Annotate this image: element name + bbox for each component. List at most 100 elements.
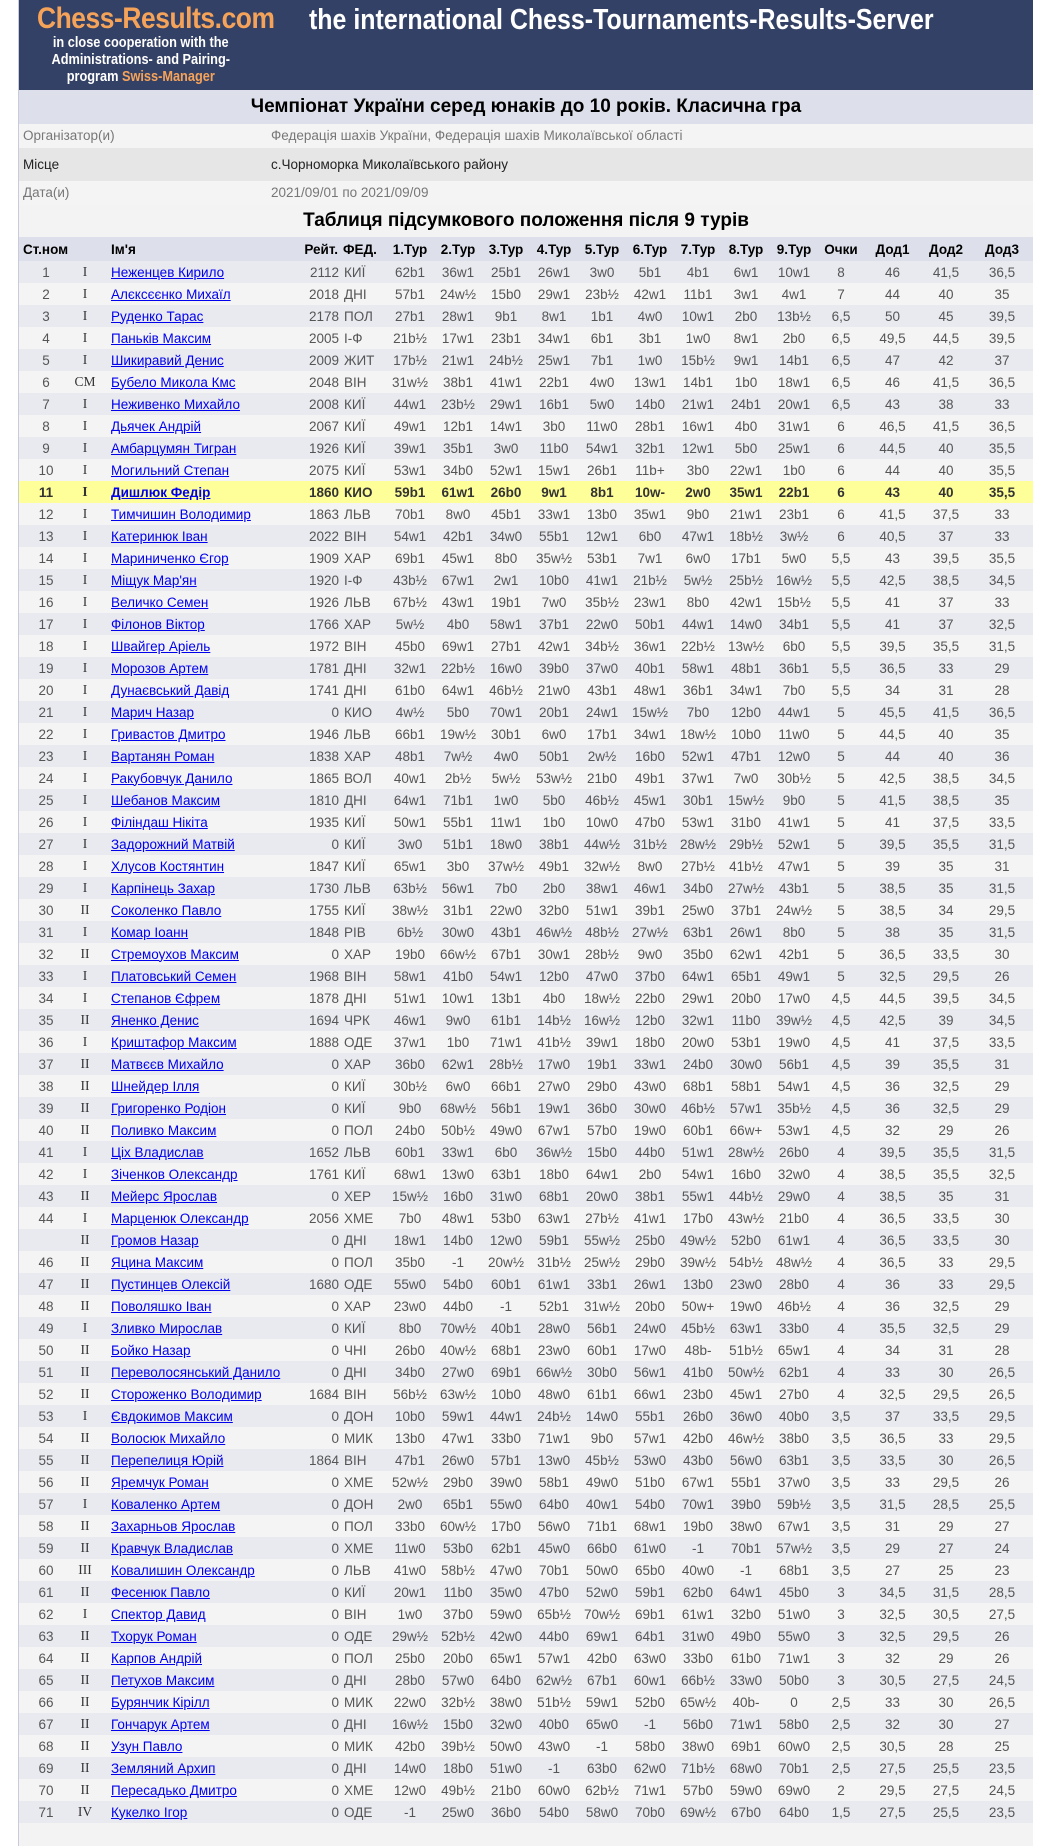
round-2-cell: 34b0 [434,459,482,481]
round-4-cell: 17w0 [530,1053,578,1075]
player-link[interactable]: Кукелко Ігор [111,1804,188,1820]
player-link[interactable]: Мейерс Ярослав [111,1188,218,1204]
round-9-cell: 4w1 [770,283,818,305]
player-link[interactable]: Волосюк Михайло [111,1430,226,1446]
player-link[interactable]: Григоренко Родіон [111,1100,226,1116]
player-link[interactable]: Поволяшко Іван [111,1298,212,1314]
player-link[interactable]: Карпінець Захар [111,880,215,896]
player-link[interactable]: Криштафор Максим [111,1034,237,1050]
table-row: 8 I Дьячек Андрій 2067 КИЇ 49w1 12b1 14w1 3b0 11w… [19,415,1033,437]
player-link[interactable]: Яцина Максим [111,1254,204,1270]
player-link[interactable]: Хлусов Костянтин [111,858,225,874]
round-1-cell: 34b0 [386,1361,434,1383]
player-link[interactable]: Узун Павло [111,1738,183,1754]
player-link[interactable]: Дишлюк Федір [111,484,211,500]
player-link[interactable]: Мариниченко Єгор [111,550,229,566]
player-link[interactable]: Катеринюк Іван [111,528,208,544]
player-link[interactable]: Зіченков Олександр [111,1166,238,1182]
player-link[interactable]: Бурянчик Кірілл [111,1694,210,1710]
player-link[interactable]: Руденко Тарас [111,308,204,324]
chess-results-logo[interactable]: Chess-Results.com [37,2,275,35]
tiebreak-3-cell: 34,5 [971,569,1033,591]
round-7-cell: 5w½ [674,569,722,591]
player-link[interactable]: Петухов Максим [111,1672,215,1688]
player-link[interactable]: Комар Іоанн [111,924,189,940]
player-link[interactable]: Коваленко Артем [111,1496,221,1512]
player-link[interactable]: Шикиравий Денис [111,352,224,368]
player-link[interactable]: Паньків Максим [111,330,212,346]
player-link[interactable]: Степанов Єфрем [111,990,221,1006]
round-9-cell: 48w½ [770,1251,818,1273]
player-link[interactable]: Стремоухов Максим [111,946,239,962]
player-link[interactable]: Захарньов Ярослав [111,1518,236,1534]
rating-cell: 0 [299,1559,339,1581]
player-link[interactable]: Соколенко Павло [111,902,222,918]
round-7-cell: 13b0 [674,1273,722,1295]
player-link[interactable]: Яремчук Роман [111,1474,209,1490]
round-9-cell: 30b½ [770,767,818,789]
round-5-cell: 18w½ [578,987,626,1009]
player-link[interactable]: Перепелиця Юрій [111,1452,224,1468]
player-link[interactable]: Євдокимов Максим [111,1408,233,1424]
title-cell: I [73,679,97,701]
player-link[interactable]: Марич Назар [111,704,195,720]
rating-cell: 0 [299,1691,339,1713]
player-link[interactable]: Алєксєєнко Михаїл [111,286,231,302]
player-link[interactable]: Переволосянський Данило [111,1364,281,1380]
round-1-cell: 31w½ [386,371,434,393]
player-link[interactable]: Ковалишин Олександр [111,1562,255,1578]
round-3-cell: 52w1 [482,459,530,481]
player-link[interactable]: Величко Семен [111,594,209,610]
player-link[interactable]: Стороженко Володимир [111,1386,262,1402]
player-link[interactable]: Гривастов Дмитро [111,726,226,742]
player-link[interactable]: Неженцев Кирило [111,264,225,280]
player-link[interactable]: Спектор Давид [111,1606,206,1622]
player-link[interactable]: Філонов Віктор [111,616,205,632]
player-link[interactable]: Швайгер Аріель [111,638,211,654]
rating-cell: 0 [299,1537,339,1559]
player-link[interactable]: Морозов Артем [111,660,209,676]
player-link[interactable]: Гончарук Артем [111,1716,210,1732]
player-link[interactable]: Шебанов Максим [111,792,221,808]
player-link[interactable]: Фесенюк Павло [111,1584,210,1600]
player-link[interactable]: Поливко Максим [111,1122,217,1138]
player-link[interactable]: Задорожний Матвій [111,836,235,852]
player-link[interactable]: Марценюк Олександр [111,1210,249,1226]
player-link[interactable]: Дьячек Андрій [111,418,202,434]
round-7-cell: 29w1 [674,987,722,1009]
title-cell: II [73,1295,97,1317]
player-link[interactable]: Тимчишин Володимир [111,506,251,522]
player-link[interactable]: Амбарцумян Тигран [111,440,237,456]
round-1-cell: 28b0 [386,1669,434,1691]
player-link[interactable]: Міщук Мар'ян [111,572,197,588]
player-link[interactable]: Платовський Семен [111,968,237,984]
player-link[interactable]: Могильний Степан [111,462,230,478]
start-number-cell: 47 [19,1273,73,1295]
player-link[interactable]: Бубело Микола Кмс [111,374,236,390]
rating-cell: 0 [299,1515,339,1537]
player-link[interactable]: Матвєєв Михайло [111,1056,224,1072]
player-link[interactable]: Яненко Денис [111,1012,199,1028]
player-link[interactable]: Зливко Мирослав [111,1320,223,1336]
player-link[interactable]: Пустинцев Олексій [111,1276,231,1292]
round-8-cell: 50w½ [722,1361,770,1383]
player-link[interactable]: Ракубовчук Данило [111,770,233,786]
player-link[interactable]: Громов Назар [111,1232,199,1248]
table-row-highlighted: 11 I Дишлюк Федір 1860 КИО 59b1 61w1 26b0 9w1 8b1… [19,481,1033,503]
player-link[interactable]: Вартанян Роман [111,748,215,764]
player-link[interactable]: Тхорук Роман [111,1628,197,1644]
player-link[interactable]: Карпов Андрій [111,1650,203,1666]
player-link[interactable]: Бойко Назар [111,1342,191,1358]
player-link[interactable]: Неживенко Михайло [111,396,240,412]
round-2-cell: 53b0 [434,1537,482,1559]
player-link[interactable]: Шнейдер Ілля [111,1078,200,1094]
start-number-cell: 26 [19,811,73,833]
round-5-cell: 9b0 [578,1427,626,1449]
player-link[interactable]: Кравчук Владислав [111,1540,234,1556]
player-link[interactable]: Ціх Владислав [111,1144,204,1160]
player-link[interactable]: Дунаєвський Давід [111,682,230,698]
player-link[interactable]: Пересадько Дмитро [111,1782,237,1798]
round-3-cell: 12w0 [482,1229,530,1251]
player-link[interactable]: Земляний Архип [111,1760,216,1776]
player-link[interactable]: Філіндаш Нікіта [111,814,208,830]
